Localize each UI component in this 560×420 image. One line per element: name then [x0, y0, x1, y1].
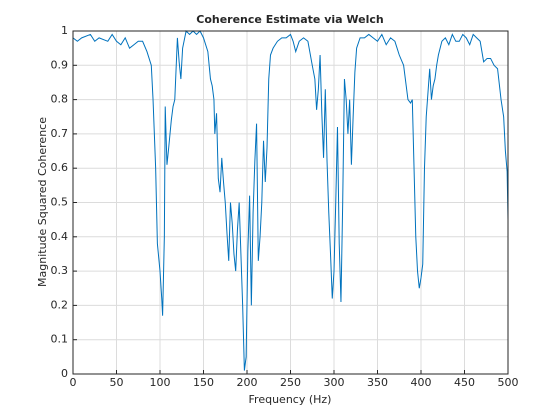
x-tick-label: 400 [411, 376, 432, 389]
chart-title: Coherence Estimate via Welch [196, 13, 384, 26]
lines [72, 29, 509, 371]
y-axis-label: Magnitude Squared Coherence [36, 117, 49, 287]
y-tick-label: 0.1 [51, 333, 69, 346]
x-tick-label: 500 [498, 376, 519, 389]
x-tick-label: 200 [237, 376, 258, 389]
x-tick-label: 250 [280, 376, 301, 389]
x-tick-label: 300 [324, 376, 345, 389]
y-tick-label: 0.7 [51, 127, 69, 140]
y-tick-label: 0.5 [51, 196, 69, 209]
y-tick-label: 0 [61, 367, 68, 380]
x-tick-label: 0 [70, 376, 77, 389]
x-axis-label: Frequency (Hz) [249, 393, 332, 406]
y-tick-label: 0.3 [51, 264, 69, 277]
y-tick-label: 0.6 [51, 161, 69, 174]
line [72, 29, 509, 371]
y-tick-label: 0.2 [51, 298, 69, 311]
y-tick-label: 1 [61, 24, 68, 37]
y-tick-label: 0.4 [51, 230, 69, 243]
x-tick-label: 450 [454, 376, 475, 389]
x-tick-label: 150 [193, 376, 214, 389]
y-tick-label: 0.9 [51, 58, 69, 71]
y-tick-label: 0.8 [51, 93, 69, 106]
x-tick-label: 100 [150, 376, 171, 389]
x-tick-label: 350 [367, 376, 388, 389]
x-tick-label: 50 [110, 376, 124, 389]
